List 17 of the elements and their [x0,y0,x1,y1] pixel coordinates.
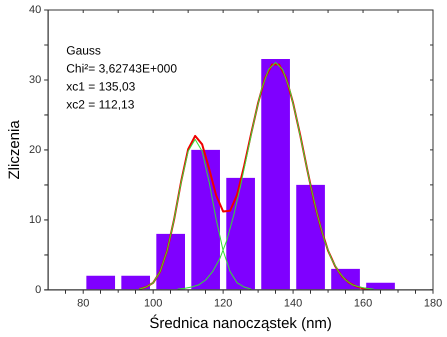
x-tick-label: 80 [77,297,90,310]
y-tick-label: 10 [28,214,42,226]
annotation: xc1 = 135,03 [66,79,136,94]
x-tick-label: 140 [284,297,302,310]
annotation: Chi²= 3,62743E+000 [66,61,178,76]
x-tick-label: 100 [144,297,162,310]
x-tick-label: 160 [354,297,372,310]
x-tick-label: 180 [424,297,442,310]
annotation: Gauss [66,43,101,58]
annotation: xc2 = 112,13 [66,97,135,112]
y-tick-label: 0 [35,284,42,296]
y-axis-title: Zliczenia [6,120,24,180]
y-tick-label: 20 [28,144,42,156]
y-tick-label: 30 [28,74,42,86]
x-axis-title: Średnica nanocząstek (nm) [149,314,332,332]
x-tick-label: 120 [214,297,232,310]
y-tick-label: 40 [28,4,42,16]
